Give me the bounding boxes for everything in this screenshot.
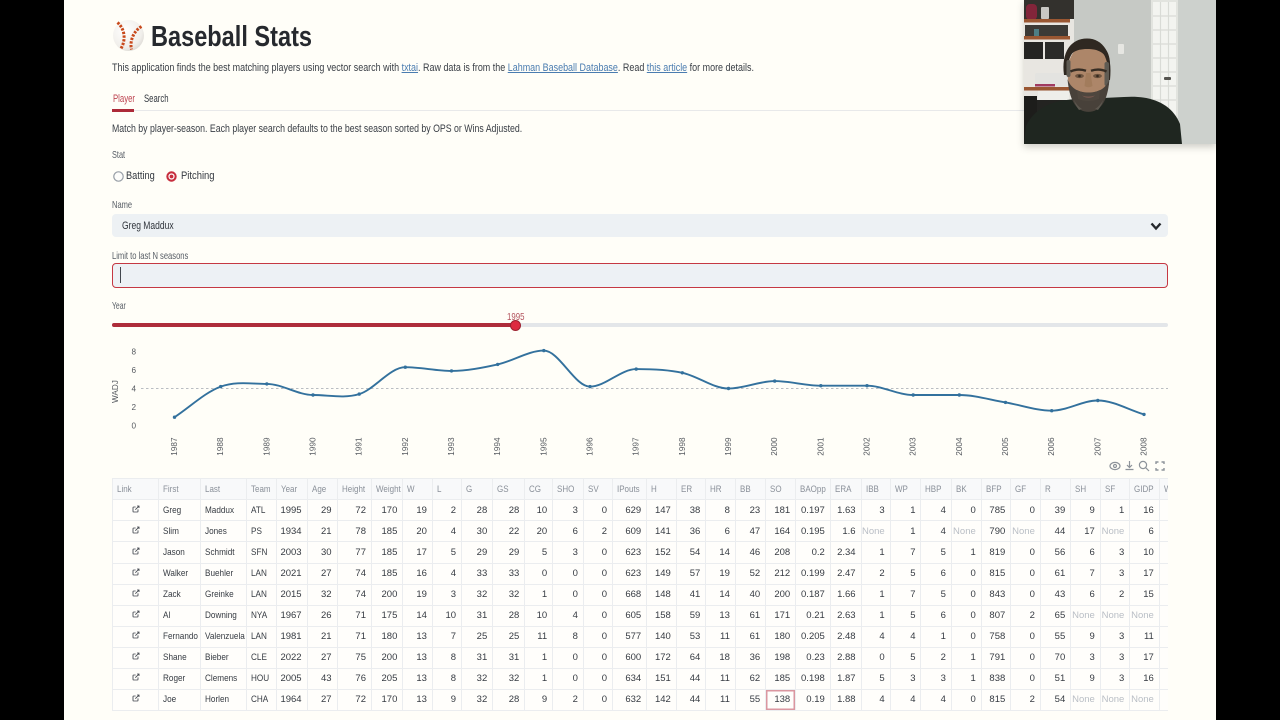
svg-text:4: 4 bbox=[131, 384, 136, 393]
svg-text:1990: 1990 bbox=[309, 437, 318, 456]
svg-text:1989: 1989 bbox=[262, 437, 271, 456]
svg-text:2003: 2003 bbox=[909, 437, 918, 456]
svg-text:1999: 1999 bbox=[724, 437, 733, 456]
svg-text:1998: 1998 bbox=[678, 437, 687, 456]
svg-text:1992: 1992 bbox=[401, 437, 410, 456]
svg-text:6: 6 bbox=[131, 366, 136, 375]
svg-text:2004: 2004 bbox=[955, 437, 964, 456]
svg-text:WADJ: WADJ bbox=[111, 380, 120, 403]
svg-text:1993: 1993 bbox=[447, 437, 456, 456]
svg-text:1995: 1995 bbox=[539, 437, 548, 456]
svg-text:8: 8 bbox=[131, 347, 136, 356]
svg-text:1997: 1997 bbox=[632, 437, 641, 456]
svg-text:2005: 2005 bbox=[1001, 437, 1010, 456]
svg-text:2: 2 bbox=[131, 403, 136, 412]
svg-text:1996: 1996 bbox=[586, 437, 595, 456]
svg-text:2001: 2001 bbox=[816, 437, 825, 456]
svg-text:2000: 2000 bbox=[770, 437, 779, 456]
svg-text:1987: 1987 bbox=[170, 437, 179, 456]
svg-text:2002: 2002 bbox=[863, 437, 872, 456]
svg-text:1994: 1994 bbox=[493, 437, 502, 456]
svg-text:1991: 1991 bbox=[355, 437, 364, 456]
svg-text:2007: 2007 bbox=[1093, 437, 1102, 456]
svg-text:0: 0 bbox=[131, 421, 136, 430]
svg-text:1988: 1988 bbox=[216, 437, 225, 456]
svg-text:2006: 2006 bbox=[1047, 437, 1056, 456]
svg-text:2008: 2008 bbox=[1140, 437, 1149, 456]
